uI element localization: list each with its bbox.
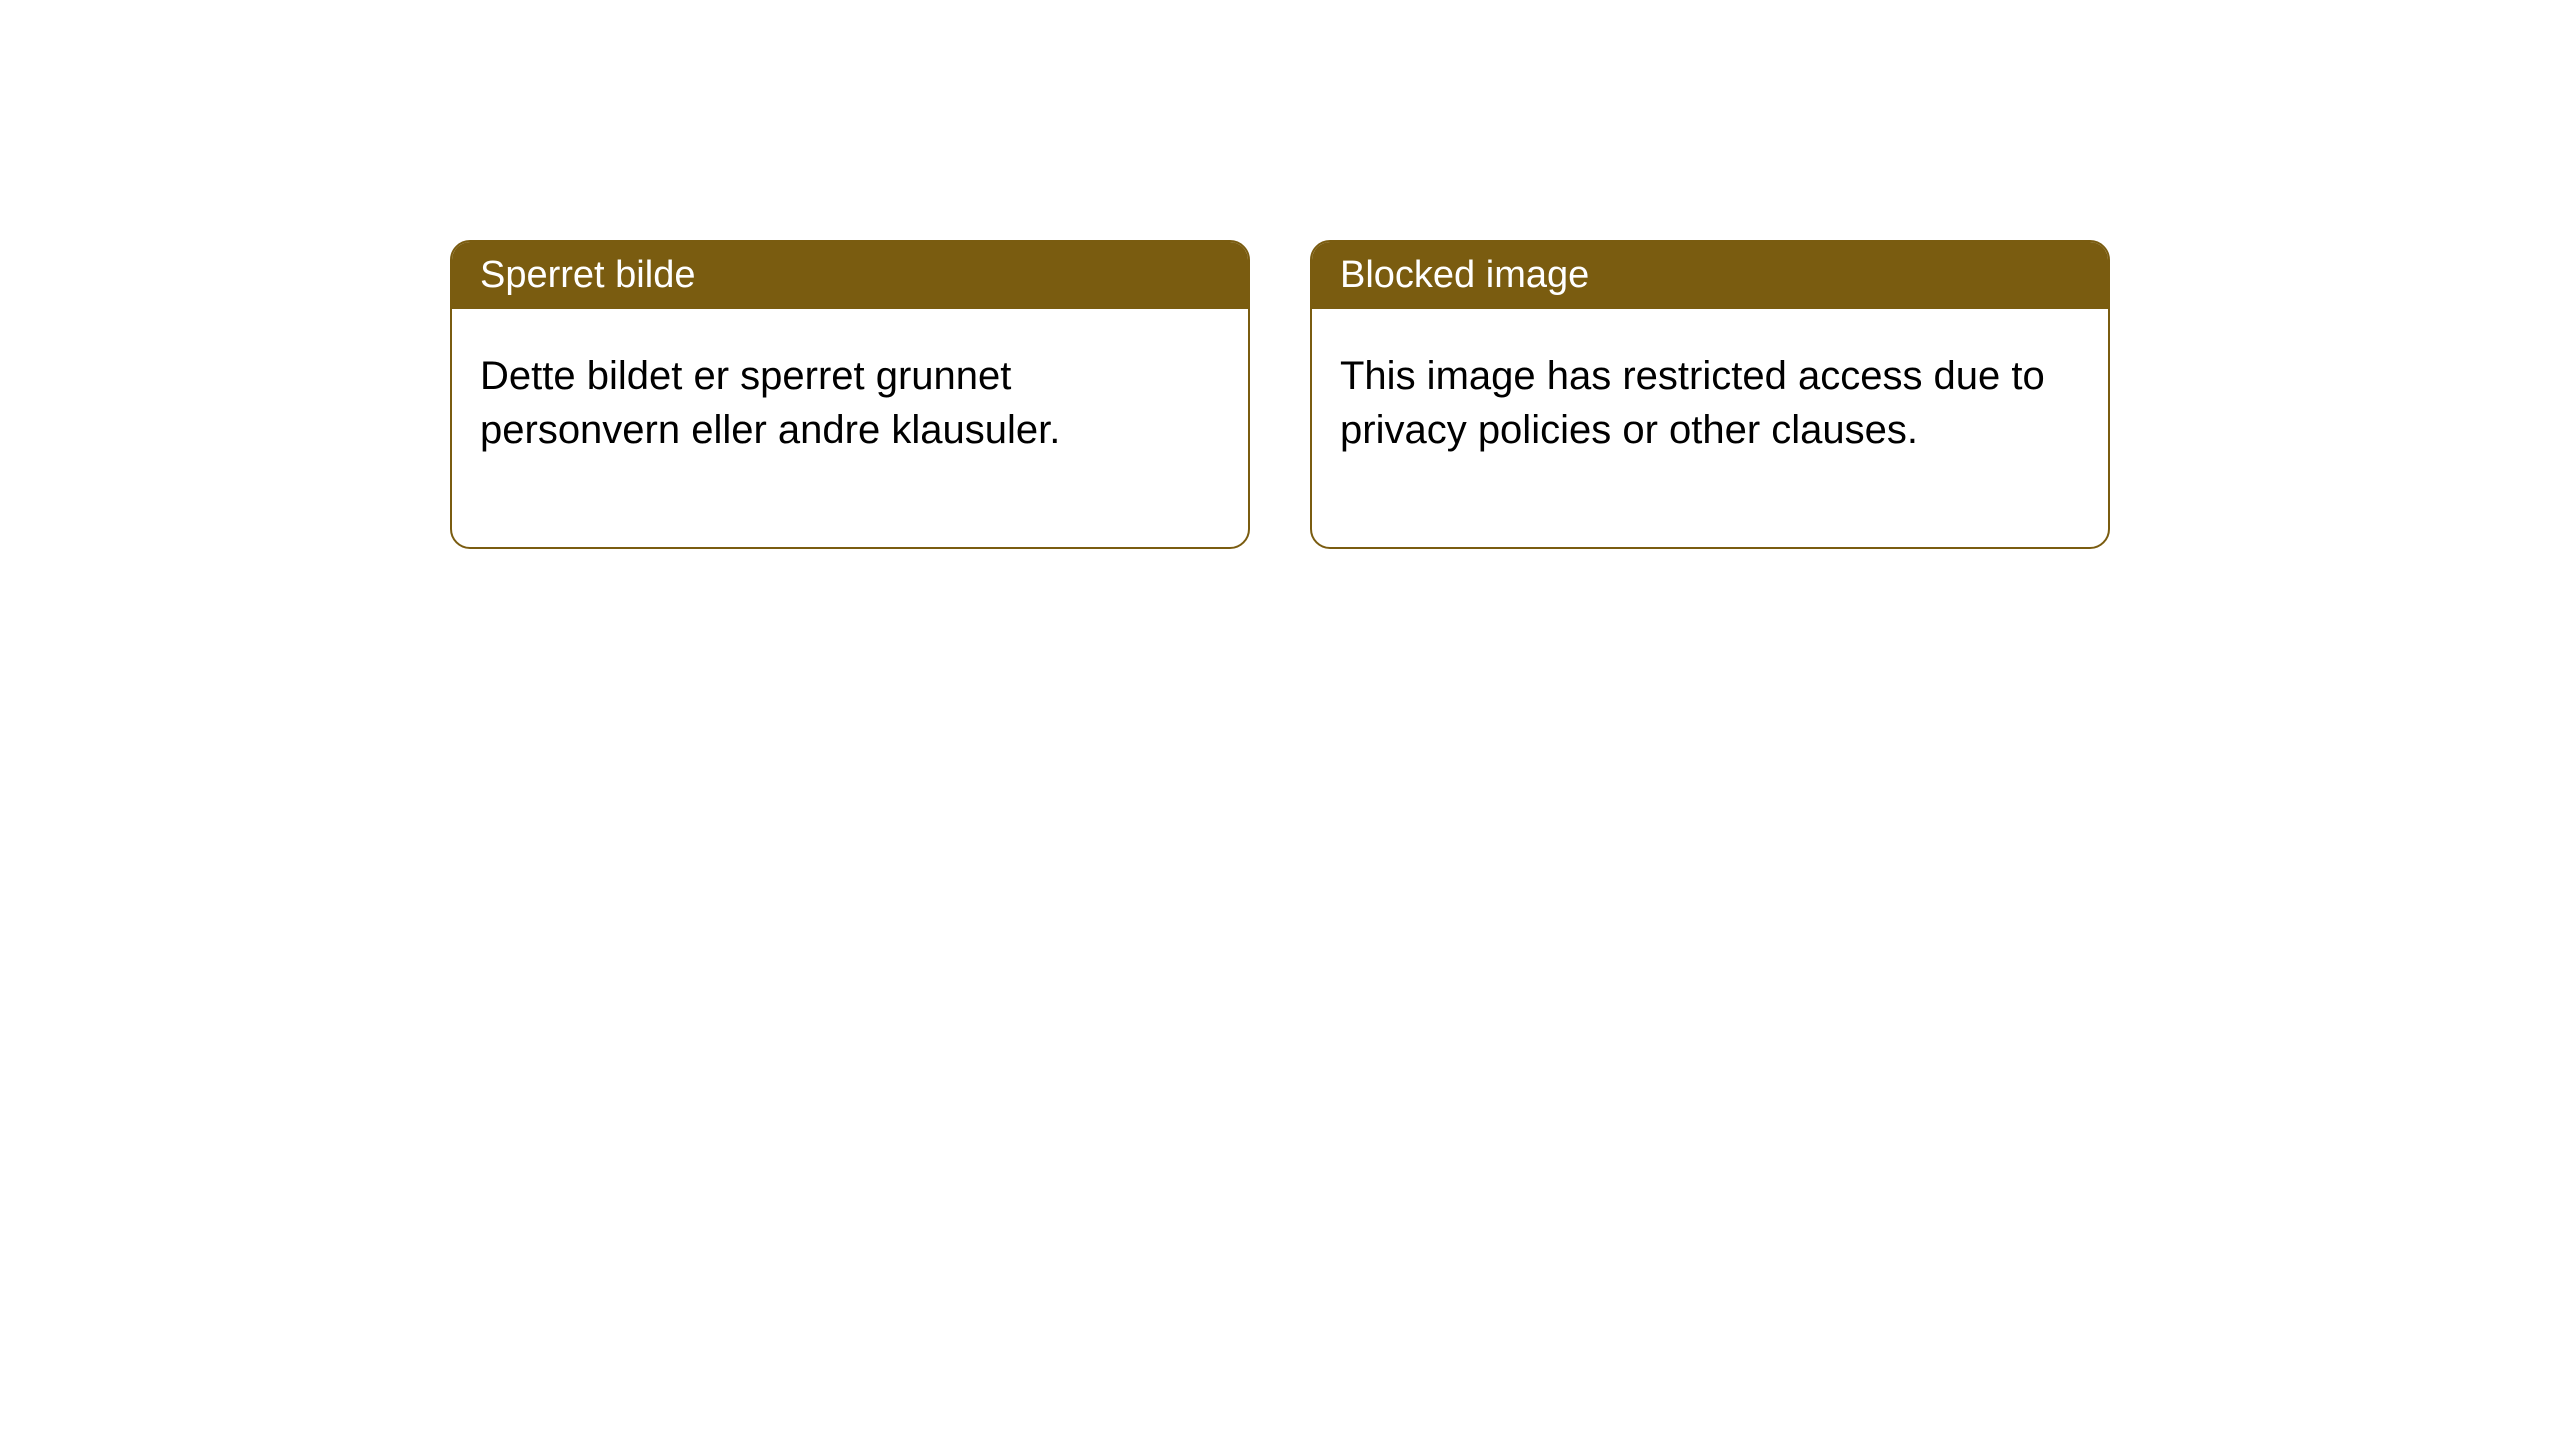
notice-title-english: Blocked image [1340, 254, 1589, 296]
notice-card-norwegian: Sperret bilde Dette bildet er sperret gr… [450, 240, 1250, 549]
notice-container: Sperret bilde Dette bildet er sperret gr… [450, 240, 2110, 549]
notice-title-norwegian: Sperret bilde [480, 254, 695, 296]
notice-body-english: This image has restricted access due to … [1312, 309, 2108, 547]
notice-header-english: Blocked image [1312, 242, 2108, 309]
notice-card-english: Blocked image This image has restricted … [1310, 240, 2110, 549]
notice-body-norwegian: Dette bildet er sperret grunnet personve… [452, 309, 1248, 547]
notice-text-norwegian: Dette bildet er sperret grunnet personve… [480, 354, 1060, 452]
notice-text-english: This image has restricted access due to … [1340, 354, 2045, 452]
notice-header-norwegian: Sperret bilde [452, 242, 1248, 309]
